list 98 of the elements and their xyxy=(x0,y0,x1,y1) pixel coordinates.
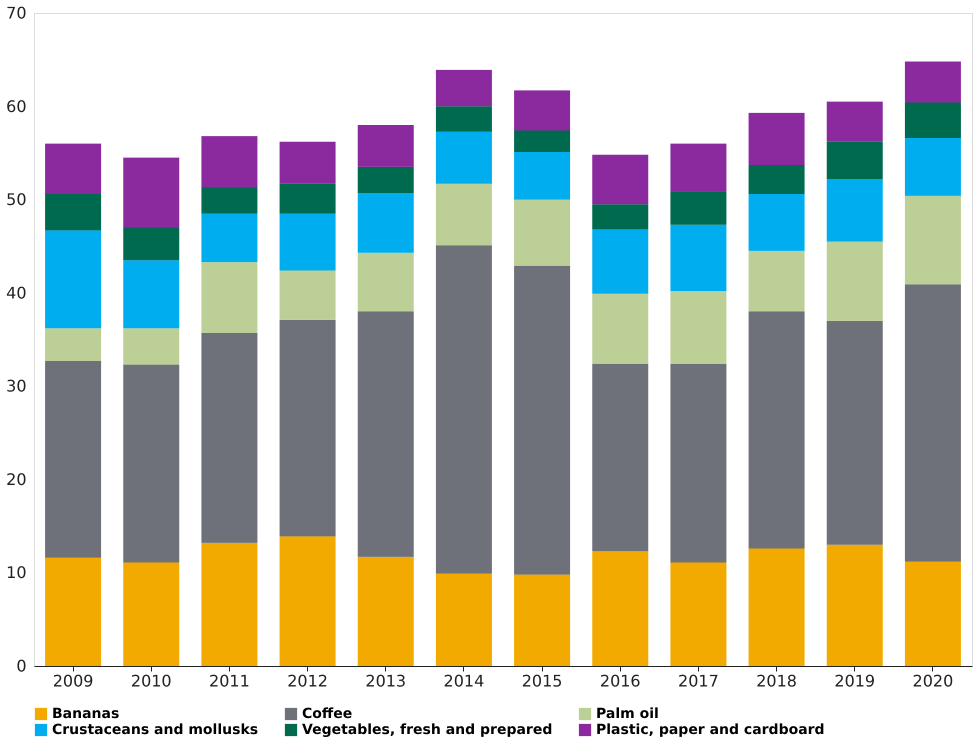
bar xyxy=(45,558,102,666)
x-tick-label: 2010 xyxy=(130,672,172,690)
bar xyxy=(358,556,414,666)
bar xyxy=(670,224,726,291)
bar xyxy=(123,328,180,365)
x-tick-label: 2014 xyxy=(444,672,484,690)
bar xyxy=(670,144,726,192)
x-tick-label: 2018 xyxy=(756,672,797,690)
x-tick-label: 2016 xyxy=(600,672,641,690)
bar xyxy=(748,250,805,312)
y-tick-label: 0 xyxy=(16,656,26,676)
bar xyxy=(358,166,414,194)
bar xyxy=(358,312,414,557)
y-tick-label: 20 xyxy=(6,470,26,489)
bar xyxy=(280,270,336,320)
bar xyxy=(280,320,336,536)
bar xyxy=(670,364,726,562)
bar xyxy=(436,106,492,132)
bar xyxy=(826,102,883,142)
bar xyxy=(123,158,180,228)
bar xyxy=(514,574,570,666)
bar xyxy=(514,130,570,152)
bar xyxy=(123,364,180,562)
bar xyxy=(904,196,961,284)
bar xyxy=(280,214,336,270)
bar xyxy=(826,320,883,545)
bar xyxy=(201,187,258,214)
bar xyxy=(904,102,961,138)
bar xyxy=(280,184,336,214)
bar xyxy=(592,551,648,666)
bar xyxy=(280,142,336,184)
bar xyxy=(826,544,883,666)
bar xyxy=(748,165,805,194)
bar xyxy=(436,245,492,574)
y-tick-label: 50 xyxy=(6,190,26,210)
bar xyxy=(592,364,648,552)
bar xyxy=(201,214,258,262)
bar xyxy=(45,360,102,558)
bar xyxy=(514,90,570,131)
y-tick-label: 30 xyxy=(6,376,26,396)
bar xyxy=(201,262,258,333)
legend-label: Crustaceans and mollusks xyxy=(52,722,258,738)
x-tick-label: 2020 xyxy=(912,672,954,690)
bar xyxy=(123,228,180,260)
bar xyxy=(670,562,726,666)
bar xyxy=(592,294,648,364)
bar xyxy=(514,200,570,266)
bar xyxy=(748,194,805,251)
bar xyxy=(45,144,102,194)
bar xyxy=(201,542,258,666)
x-tick-label: 2013 xyxy=(365,672,406,690)
x-tick-label: 2019 xyxy=(834,672,876,690)
bar xyxy=(826,142,883,180)
x-tick-label: 2012 xyxy=(287,672,328,690)
bar xyxy=(514,266,570,575)
bar xyxy=(280,536,336,666)
bar xyxy=(436,574,492,666)
bar xyxy=(670,290,726,364)
x-tick-label: 2017 xyxy=(678,672,719,690)
bar xyxy=(358,193,414,253)
bar xyxy=(904,284,961,562)
legend-label: Palm oil xyxy=(596,706,659,722)
bar xyxy=(45,194,102,230)
bar xyxy=(436,70,492,106)
legend-label: Vegetables, fresh and prepared xyxy=(302,722,552,738)
bar xyxy=(201,136,258,188)
bar xyxy=(904,138,961,196)
bar xyxy=(592,204,648,230)
bar xyxy=(45,230,102,328)
y-tick-label: 10 xyxy=(6,563,26,582)
bar xyxy=(358,252,414,312)
bar xyxy=(201,332,258,543)
bar xyxy=(514,152,570,200)
y-tick-label: 40 xyxy=(6,283,26,302)
x-tick-label: 2009 xyxy=(52,672,94,690)
bar xyxy=(748,312,805,548)
bar xyxy=(592,154,648,204)
bar xyxy=(826,242,883,321)
bar xyxy=(748,548,805,666)
bar xyxy=(904,562,961,666)
bar xyxy=(670,191,726,225)
bar xyxy=(436,184,492,246)
bar xyxy=(592,229,648,294)
bar xyxy=(748,112,805,166)
bar xyxy=(826,179,883,242)
y-tick-label: 60 xyxy=(6,96,26,116)
legend-label: Bananas xyxy=(52,706,120,722)
bar xyxy=(904,62,961,103)
x-tick-label: 2015 xyxy=(522,672,562,690)
bar xyxy=(45,328,102,361)
bar xyxy=(123,260,180,328)
bar xyxy=(358,124,414,167)
bar xyxy=(436,131,492,184)
bar xyxy=(123,562,180,666)
legend-label: Coffee xyxy=(302,706,352,722)
legend-label: Plastic, paper and cardboard xyxy=(596,722,825,738)
y-tick-label: 70 xyxy=(6,4,26,22)
x-tick-label: 2011 xyxy=(209,672,250,690)
